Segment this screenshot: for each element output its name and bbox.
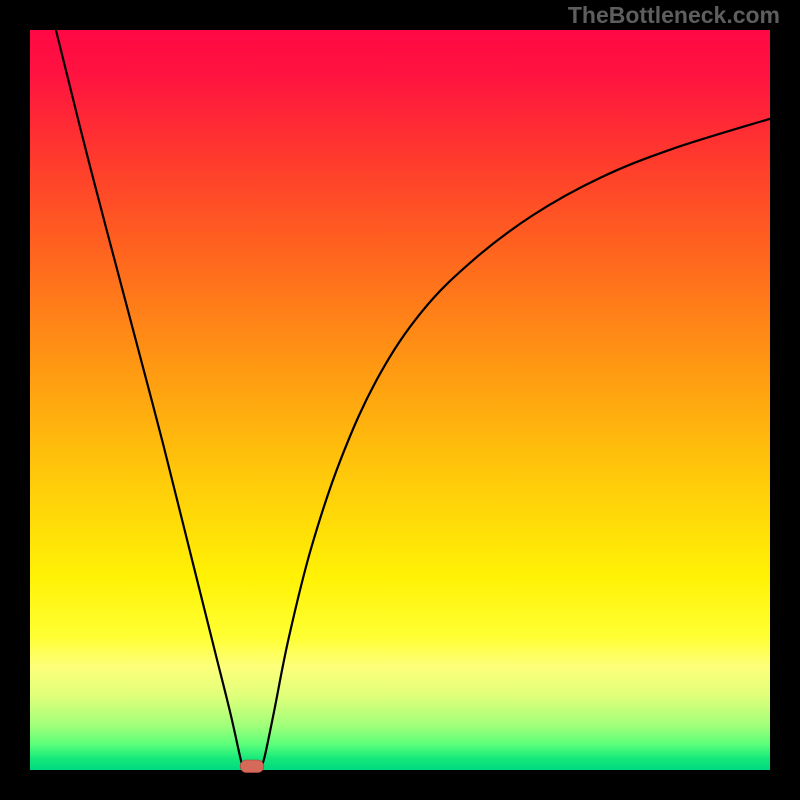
optimal-point-marker (240, 760, 264, 773)
chart-frame: TheBottleneck.com (0, 0, 800, 800)
bottleneck-curve-chart (0, 0, 800, 800)
watermark-text: TheBottleneck.com (568, 2, 780, 29)
plot-background (30, 30, 770, 770)
